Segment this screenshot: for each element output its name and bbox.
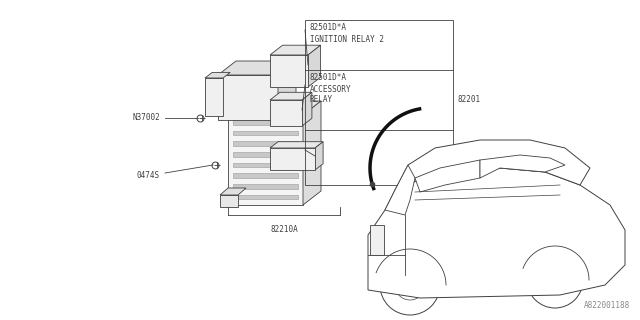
Bar — [233, 131, 298, 135]
Polygon shape — [385, 165, 415, 215]
Polygon shape — [302, 92, 312, 126]
Text: A822001188: A822001188 — [584, 301, 630, 310]
Polygon shape — [315, 142, 323, 170]
Bar — [270, 100, 302, 126]
Polygon shape — [480, 155, 565, 178]
Bar — [233, 195, 298, 199]
Bar — [233, 120, 298, 125]
Text: 82201: 82201 — [458, 95, 481, 105]
Polygon shape — [228, 101, 321, 115]
Text: 82210A: 82210A — [270, 225, 298, 234]
Text: IGNITION RELAY 2: IGNITION RELAY 2 — [310, 35, 384, 44]
Polygon shape — [395, 140, 590, 190]
Bar — [233, 152, 298, 157]
Polygon shape — [220, 188, 246, 195]
Polygon shape — [308, 45, 321, 87]
Bar — [233, 163, 298, 167]
Polygon shape — [218, 61, 296, 75]
Bar — [305, 20, 453, 185]
Bar — [233, 184, 298, 189]
Polygon shape — [270, 92, 312, 100]
Text: ACCESSORY
RELAY: ACCESSORY RELAY — [310, 85, 351, 104]
Polygon shape — [278, 61, 296, 120]
Bar — [233, 173, 298, 178]
Text: 82501D*A: 82501D*A — [310, 73, 347, 82]
Text: 82501D*A: 82501D*A — [310, 23, 347, 32]
Polygon shape — [270, 142, 323, 148]
Polygon shape — [205, 72, 230, 78]
Polygon shape — [415, 160, 480, 192]
Bar — [270, 55, 308, 87]
Bar — [205, 78, 223, 116]
Bar — [370, 225, 384, 255]
Text: N37002: N37002 — [132, 114, 160, 123]
Polygon shape — [270, 45, 321, 55]
Bar — [218, 75, 278, 120]
Bar — [220, 195, 238, 207]
Bar — [270, 148, 315, 170]
Bar — [228, 115, 303, 205]
Bar — [233, 141, 298, 146]
Text: 0474S: 0474S — [137, 171, 160, 180]
Polygon shape — [368, 168, 625, 298]
Polygon shape — [303, 101, 321, 205]
